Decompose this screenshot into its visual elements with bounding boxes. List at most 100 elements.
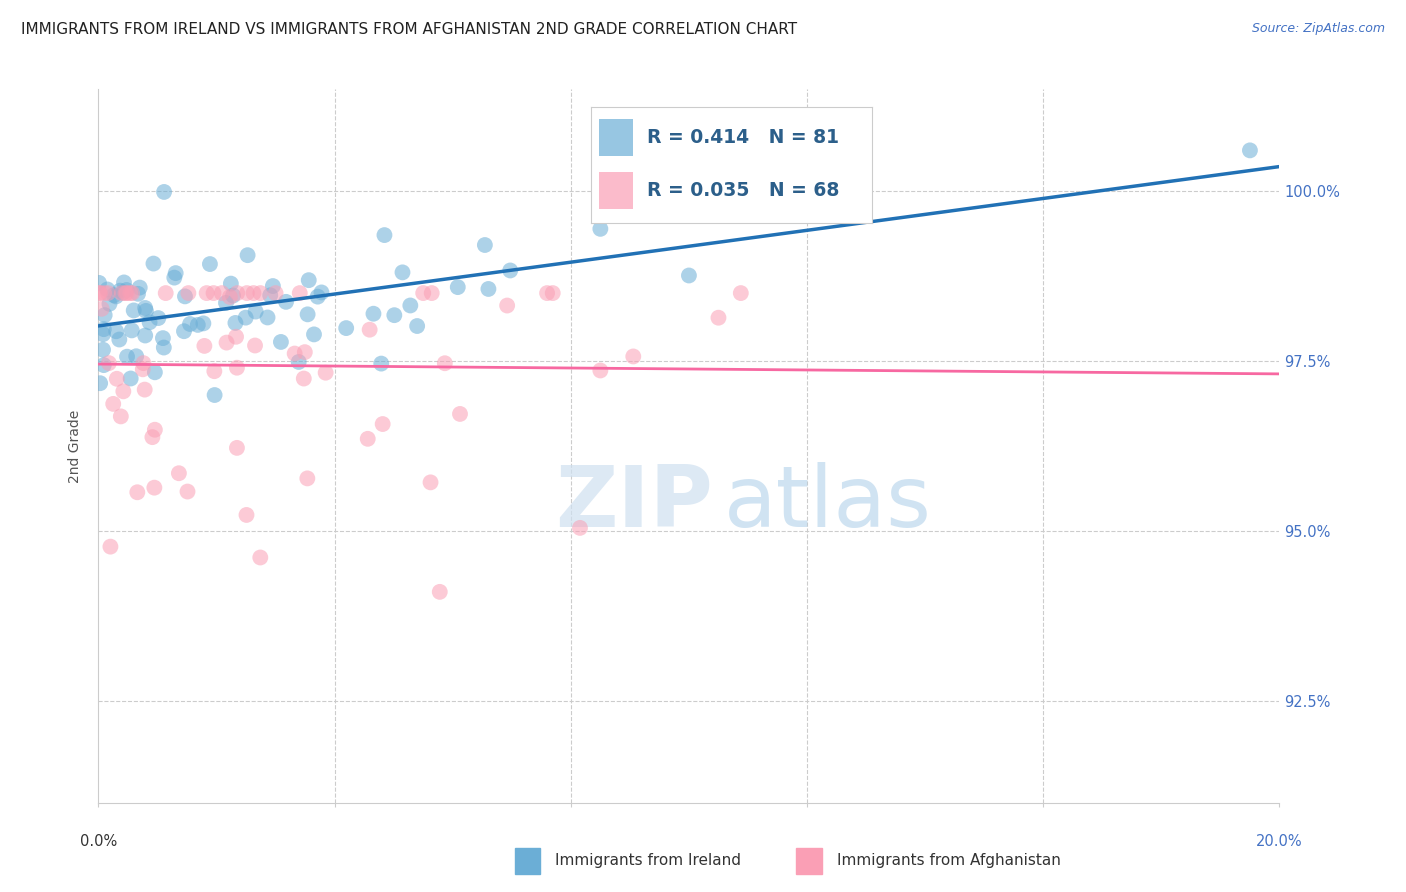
Point [315,366,337,380]
Point [87,276,110,290]
Point [105,289,128,303]
Point [568,521,591,535]
Point [93,322,115,336]
Point [236,286,259,301]
Point [259,288,281,302]
Point [218,290,240,304]
Point [284,346,307,360]
Text: IMMIGRANTS FROM IRELAND VS IMMIGRANTS FROM AFGHANISTAN 2ND GRADE CORRELATION CHA: IMMIGRANTS FROM IRELAND VS IMMIGRANTS FR… [21,22,797,37]
Point [120,371,142,385]
Point [357,432,380,446]
Point [173,324,195,338]
Point [419,475,441,490]
Point [449,407,471,421]
Point [120,286,142,301]
Point [589,363,612,377]
Point [167,467,190,481]
Point [108,284,131,298]
Point [297,307,319,321]
Point [412,286,434,301]
Text: 0.0%: 0.0% [80,834,117,849]
Point [474,238,496,252]
Point [447,280,470,294]
Text: Source: ZipAtlas.com: Source: ZipAtlas.com [1251,22,1385,36]
Point [134,328,156,343]
Point [302,327,325,342]
Point [93,358,115,372]
Point [193,317,215,331]
Point [112,384,135,399]
Text: Immigrants from Afghanistan: Immigrants from Afghanistan [837,854,1060,868]
Point [226,286,249,301]
Point [222,288,245,302]
Point [153,341,176,355]
Point [115,283,138,297]
Point [262,279,284,293]
Text: 20.0%: 20.0% [1256,834,1303,849]
Point [298,273,321,287]
Bar [599,119,633,156]
Point [433,356,456,370]
Point [477,282,499,296]
Point [142,256,165,270]
Point [399,298,422,312]
Point [89,376,111,391]
Point [148,311,170,326]
Point [127,286,149,301]
Point [730,286,752,301]
Point [211,286,233,301]
Point [242,286,264,301]
Point [89,286,111,301]
Point [678,268,700,283]
Point [195,286,218,301]
Point [91,343,114,357]
Point [274,294,297,309]
Point [90,301,112,316]
Point [359,323,381,337]
Point [135,304,157,318]
Text: R = 0.414   N = 81: R = 0.414 N = 81 [647,128,839,146]
Point [496,299,519,313]
Point [297,471,319,485]
Point [143,481,166,495]
Point [143,365,166,379]
Point [110,409,132,424]
Point [138,315,160,329]
Point [163,270,186,285]
Point [122,303,145,318]
Point [796,170,818,185]
Y-axis label: 2nd Grade: 2nd Grade [69,409,83,483]
Point [105,324,128,338]
Point [134,383,156,397]
Point [236,248,259,262]
Point [226,441,249,455]
Point [193,339,215,353]
Point [536,286,558,301]
Point [198,257,221,271]
Point [97,356,120,370]
Bar [599,172,633,209]
Point [105,372,128,386]
Point [249,286,271,301]
Text: atlas: atlas [724,461,932,545]
Point [165,266,187,280]
Point [707,310,730,325]
Point [187,318,209,332]
Point [541,286,564,301]
Point [179,317,201,331]
Point [128,280,150,294]
Point [292,371,315,385]
Point [370,357,392,371]
Point [1239,144,1261,158]
Point [177,286,200,301]
Point [429,585,451,599]
Point [132,356,155,370]
Point [115,286,138,301]
Point [143,423,166,437]
Point [589,222,612,236]
Point [499,263,522,277]
Point [96,283,118,297]
Point [373,228,395,243]
Point [134,301,156,315]
Point [307,290,329,304]
